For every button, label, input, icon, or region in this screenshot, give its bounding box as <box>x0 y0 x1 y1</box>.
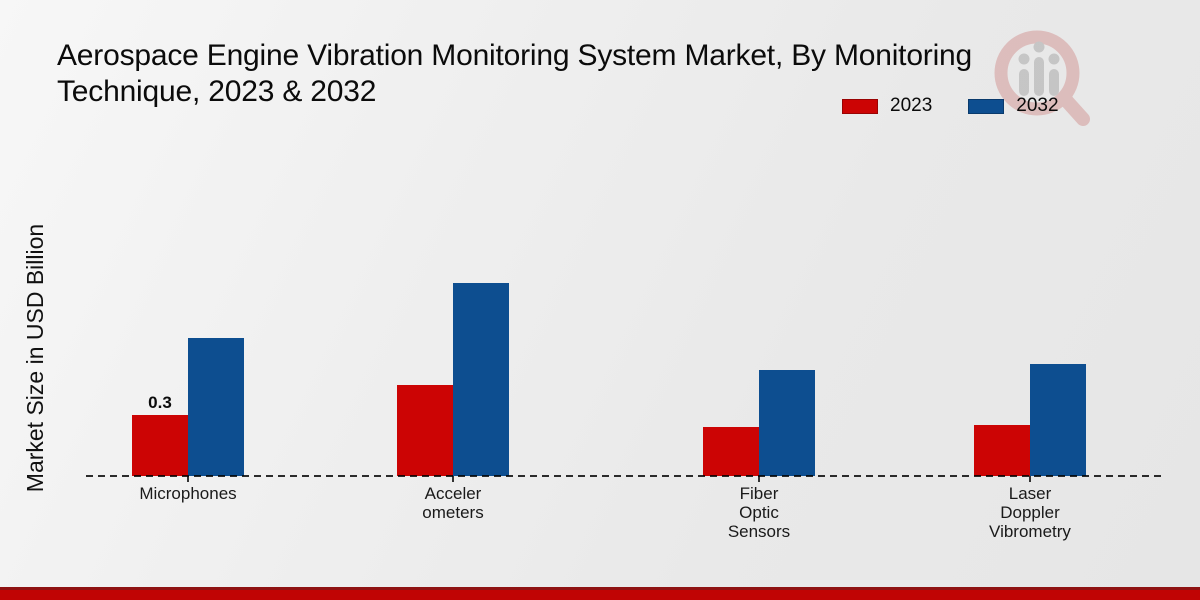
bar-2023-fiber-optic-sensors <box>703 427 759 476</box>
x-axis-tick-accelerometers <box>452 476 454 482</box>
bar-2023-microphones <box>132 415 188 476</box>
chart-title: Aerospace Engine Vibration Monitoring Sy… <box>57 38 1117 110</box>
magnifier-bar-chart-logo-icon <box>994 30 1090 126</box>
bar-value-label: 0.3 <box>148 393 172 412</box>
chart-title-line2: Technique, 2023 & 2032 <box>57 75 377 108</box>
category-label-fiber-optic-sensors: Fiber Optic Sensors <box>727 484 791 541</box>
legend-label-2032: 2032 <box>1016 95 1059 116</box>
category-label-laser-doppler-vibrometry: Laser Doppler Vibrometry <box>989 484 1071 541</box>
legend-item-2023: 2023 <box>842 95 932 117</box>
legend-label-2023: 2023 <box>890 95 933 116</box>
bar-2032-fiber-optic-sensors <box>759 370 815 476</box>
legend-item-2032: 2032 <box>968 95 1059 117</box>
x-axis-tick-microphones <box>187 476 189 482</box>
category-label-accelerometers: Acceler ometers <box>422 484 484 522</box>
bar-2032-laser-doppler-vibrometry <box>1030 364 1086 476</box>
bar-2023-accelerometers <box>397 385 453 476</box>
x-axis-tick-fiber-optic-sensors <box>758 476 760 482</box>
category-label-microphones: Microphones <box>139 484 237 503</box>
bottom-accent-band <box>0 587 1200 600</box>
bar-2023-laser-doppler-vibrometry <box>974 425 1030 476</box>
chart-legend: 2023 2032 <box>842 95 1059 117</box>
chart-title-line1: Aerospace Engine Vibration Monitoring Sy… <box>57 39 973 72</box>
x-axis-baseline <box>86 475 1162 477</box>
bar-2032-microphones <box>188 338 244 476</box>
bar-2032-accelerometers <box>453 283 509 476</box>
legend-swatch-2032 <box>968 98 1005 114</box>
x-axis-tick-laser-doppler-vibrometry <box>1029 476 1031 482</box>
legend-swatch-2023 <box>842 98 878 114</box>
y-axis-label: Market Size in USD Billion <box>22 223 48 493</box>
